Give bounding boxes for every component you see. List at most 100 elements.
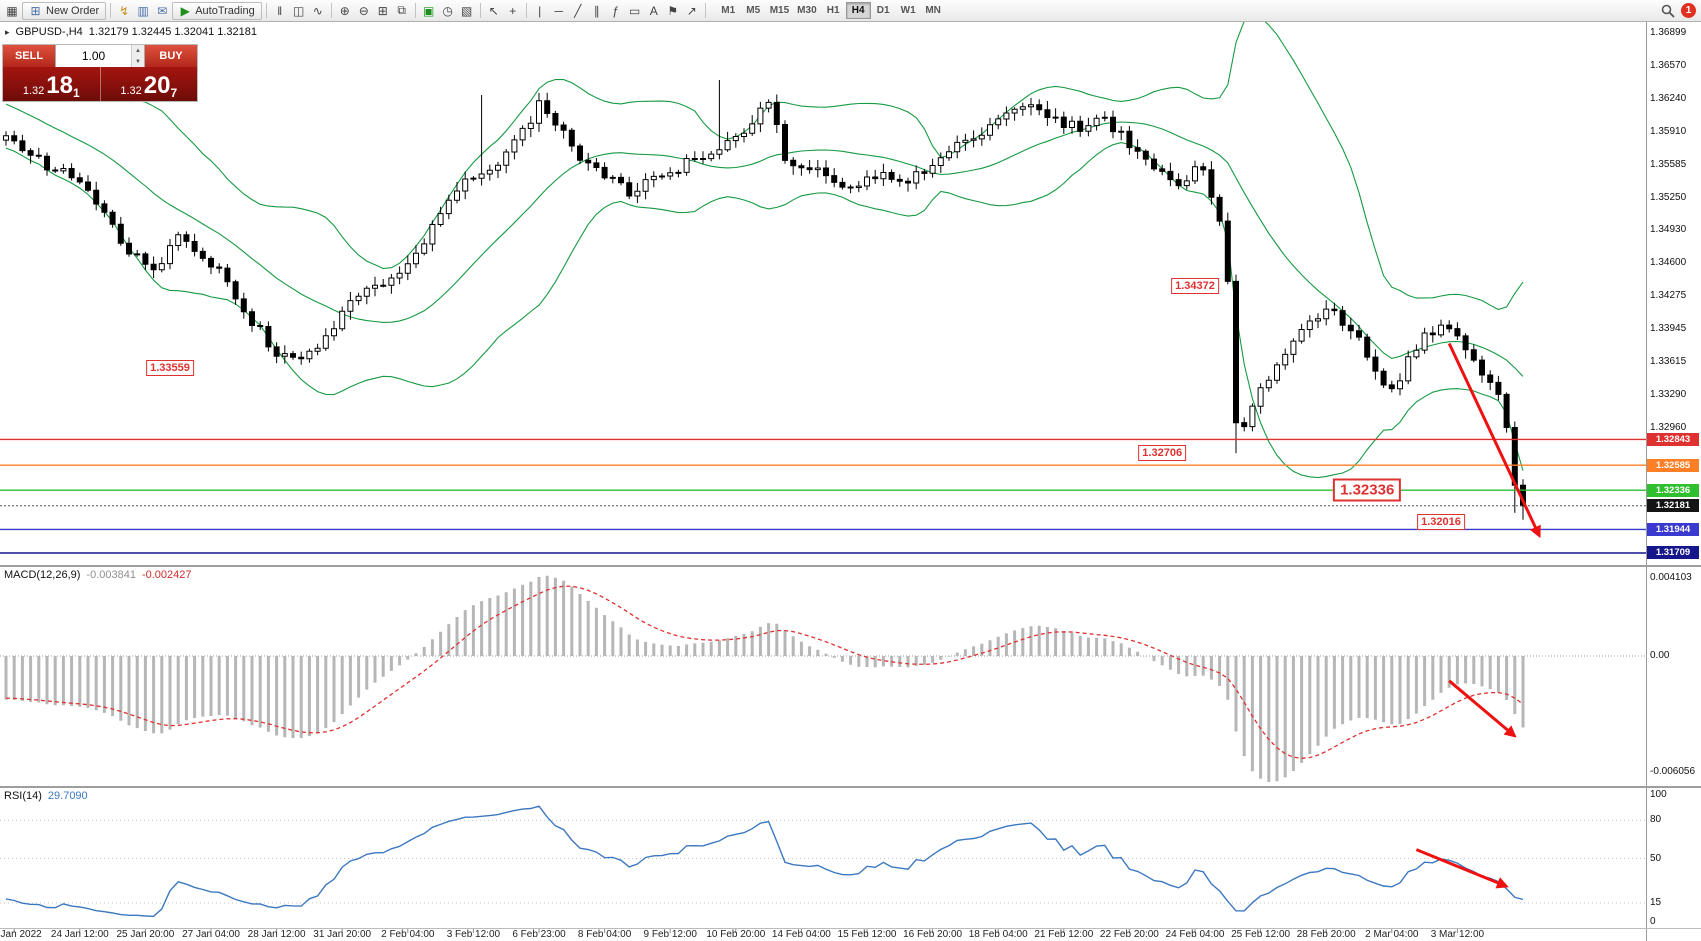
timeframe-W1[interactable]: W1 <box>900 5 916 16</box>
period-icon[interactable]: ◷ <box>442 3 453 18</box>
toolbar-separator <box>110 3 112 18</box>
volume-up-icon[interactable]: ▲ <box>132 45 144 56</box>
candle-wicks <box>5 80 1524 520</box>
notification-badge[interactable]: 1 <box>1681 3 1696 18</box>
cascade-windows-icon[interactable]: ⧉ <box>397 3 406 17</box>
buy-price-big: 20 <box>143 72 171 99</box>
price-level-label[interactable]: 1.31709 <box>1647 546 1699 560</box>
time-tick-label: 27 Jan 04:00 <box>182 929 240 940</box>
volume-input[interactable] <box>56 45 131 67</box>
panel-splitter[interactable] <box>0 565 1701 567</box>
sell-button[interactable]: SELL <box>3 45 55 67</box>
cursor-icon[interactable]: ↖ <box>488 3 499 18</box>
chart-window-icon[interactable]: ▦ <box>6 3 18 18</box>
profiles-icon[interactable]: ▥ <box>137 3 149 18</box>
line-chart-icon[interactable]: ∿ <box>312 3 323 18</box>
template-icon[interactable]: ▧ <box>461 3 473 18</box>
shapes-icon[interactable]: ▭ <box>629 3 641 18</box>
price-axis[interactable]: 1.36899 1.36570 1.36240 1.35910 1.35585 1.352… <box>1646 22 1701 565</box>
bar-chart-icon[interactable]: ‖ <box>277 3 283 18</box>
time-tick-label: 2 Feb 04:00 <box>381 929 435 940</box>
search-icon[interactable] <box>1661 4 1675 18</box>
time-axis-ticks <box>13 929 1458 933</box>
toolbar-separator <box>704 3 706 18</box>
channel-icon[interactable]: ∥ <box>593 3 600 18</box>
time-axis[interactable]: 21 Jan 2022 24 Jan 12:00 25 Jan 20:00 27 Ja… <box>0 929 1646 941</box>
buy-button[interactable]: BUY <box>145 45 197 67</box>
price-tick: 1.36570 <box>1650 59 1687 71</box>
price-level-label[interactable]: 1.32843 <box>1647 432 1699 446</box>
timeframe-M1[interactable]: M1 <box>721 5 736 16</box>
macd-axis-tick: 0.00 <box>1650 650 1670 661</box>
time-tick-label: 25 Jan 20:00 <box>116 929 175 940</box>
crosshair-icon[interactable]: + <box>509 3 517 18</box>
alerts-icon[interactable]: ✉ <box>157 3 168 18</box>
time-tick-label: 10 Feb 20:00 <box>706 929 766 940</box>
bollinger-middle-line <box>5 103 1524 377</box>
price-tick: 1.34275 <box>1650 289 1687 301</box>
new-order-button[interactable]: ⊞ New Order <box>22 1 107 20</box>
price-annotation[interactable]: 1.33559 <box>146 359 194 376</box>
rsi-line <box>5 805 1524 918</box>
price-axis-separator <box>1646 22 1647 941</box>
timeframe-H4[interactable]: H4 <box>845 2 871 19</box>
bollinger-upper-line <box>5 22 1524 311</box>
panel-splitter[interactable] <box>0 786 1701 788</box>
arrows-icon[interactable]: ↗ <box>686 3 697 18</box>
time-tick-label: 14 Feb 04:00 <box>771 929 831 940</box>
timeframe-M5[interactable]: M5 <box>746 5 761 16</box>
macd-value-signal: -0.002427 <box>141 569 192 581</box>
trend-arrow[interactable] <box>1447 342 1541 539</box>
vertical-line-icon[interactable]: | <box>538 3 542 18</box>
price-level-label[interactable]: 1.32336 <box>1647 483 1699 497</box>
sell-price[interactable]: 1.32 18 1 <box>3 67 100 101</box>
label-icon[interactable]: ⚑ <box>667 3 679 18</box>
macd-axis-tick: -0.006056 <box>1650 765 1696 777</box>
autotrading-button[interactable]: ▶ AutoTrading <box>172 1 262 20</box>
price-annotation[interactable]: 1.34372 <box>1171 278 1219 295</box>
price-tick: 1.35910 <box>1650 126 1687 138</box>
time-tick-label: 3 Mar 12:00 <box>1430 929 1485 940</box>
new-chart-icon[interactable]: ▣ <box>423 3 435 18</box>
volume-stepper[interactable]: ▲ ▼ <box>55 45 145 67</box>
sell-price-sup: 1 <box>72 86 80 100</box>
timeframe-M30[interactable]: M30 <box>797 5 817 16</box>
timeframe-H1[interactable]: H1 <box>826 5 840 16</box>
volume-down-icon[interactable]: ▼ <box>132 56 144 67</box>
price-annotation[interactable]: 1.32336 <box>1333 478 1402 502</box>
candlestick-chart-icon[interactable]: ◫ <box>293 3 305 18</box>
fibonacci-icon[interactable]: ƒ <box>612 3 620 18</box>
rsi-value: 29.7090 <box>47 790 88 802</box>
time-tick-label: 22 Feb 20:00 <box>1099 929 1159 940</box>
price-annotation[interactable]: 1.32706 <box>1138 445 1187 462</box>
toolbar-separator <box>265 3 267 18</box>
price-tick: 1.33290 <box>1650 388 1687 400</box>
price-level-label[interactable]: 1.32585 <box>1647 458 1699 472</box>
current-price-label: 1.32181 <box>1647 499 1699 513</box>
horizontal-line-icon[interactable]: ─ <box>554 3 563 18</box>
time-tick-label: 15 Feb 12:00 <box>837 929 897 940</box>
timeframe-M15[interactable]: M15 <box>769 5 790 16</box>
time-tick-label: 28 Jan 12:00 <box>247 929 306 940</box>
trend-arrow[interactable] <box>1415 848 1509 889</box>
timeframe-MN[interactable]: MN <box>925 5 941 16</box>
toolbar: ▦ ⊞ New Order ↯ ▥ ✉ ▶ AutoTrading ‖ ◫ ∿ … <box>0 0 1701 22</box>
zoom-out-icon[interactable]: ⊖ <box>358 3 369 18</box>
text-icon[interactable]: A <box>649 3 658 18</box>
price-annotation[interactable]: 1.32016 <box>1417 514 1465 531</box>
one-click-trading-panel: SELL ▲ ▼ BUY 1.32 18 1 1.32 20 7 <box>2 44 198 102</box>
tile-windows-icon[interactable]: ⊞ <box>377 3 388 18</box>
time-tick-label: 21 Jan 2022 <box>0 929 42 940</box>
candles-down <box>11 100 1526 507</box>
trend-arrow[interactable] <box>1448 679 1517 738</box>
price-level-label[interactable]: 1.31944 <box>1647 522 1699 536</box>
toolbar-separator <box>525 3 527 18</box>
expert-advisors-icon[interactable]: ↯ <box>119 3 130 18</box>
zoom-in-icon[interactable]: ⊕ <box>339 3 350 18</box>
buy-price[interactable]: 1.32 20 7 <box>99 67 198 101</box>
time-tick-label: 3 Feb 12:00 <box>446 929 501 940</box>
trendline-icon[interactable]: ╱ <box>574 3 582 18</box>
timeframe-D1[interactable]: D1 <box>876 5 890 16</box>
rsi-axis-tick: 0 <box>1650 916 1656 927</box>
